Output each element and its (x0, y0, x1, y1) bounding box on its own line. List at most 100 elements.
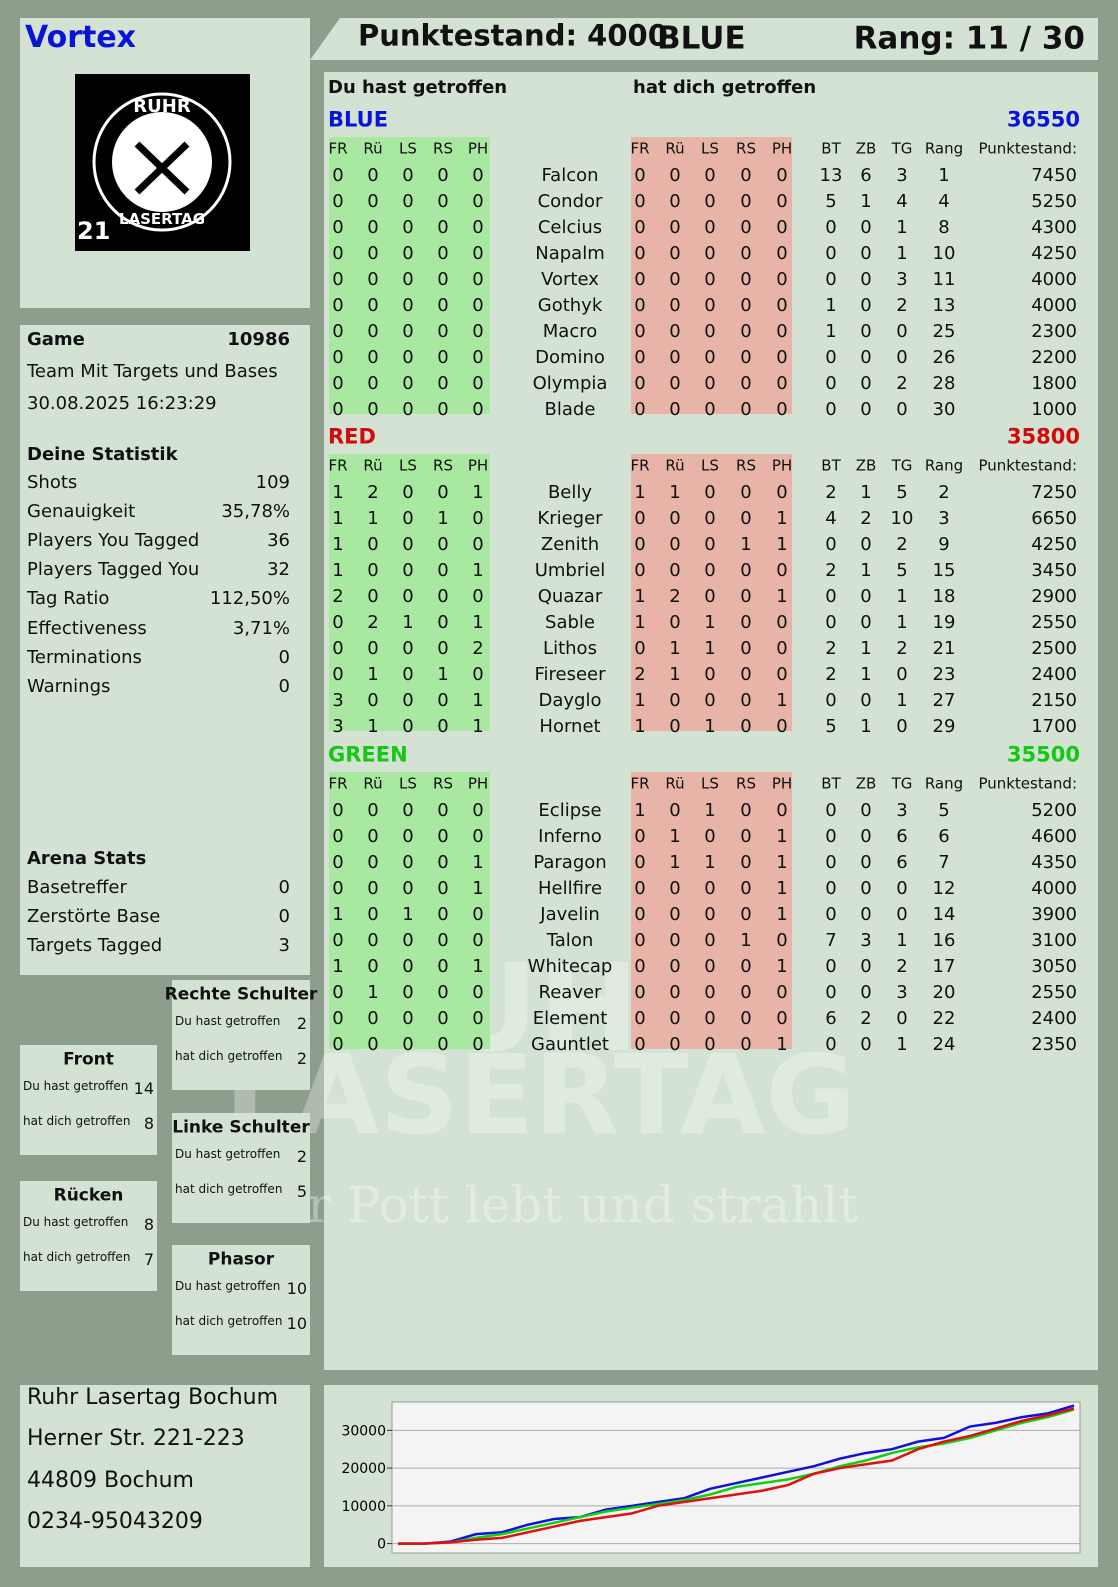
cell: 1 (437, 664, 449, 685)
cell: 2 (896, 956, 908, 977)
column-head: ZB (855, 456, 877, 475)
cell: 1 (332, 482, 344, 503)
cell: 0 (896, 399, 908, 420)
cell: 0 (402, 638, 414, 659)
cell: 0 (634, 534, 646, 555)
cell: 0 (740, 612, 752, 633)
cell: 0 (437, 217, 449, 238)
cell: 0 (740, 165, 752, 186)
cell: 1 (634, 716, 646, 737)
cell: 2 (367, 482, 379, 503)
cell: 20 (932, 982, 956, 1003)
cell: 0 (704, 690, 716, 711)
value: 0 (278, 646, 290, 668)
plot-area (391, 1401, 1081, 1554)
cell: 0 (634, 321, 646, 342)
cell: 0 (896, 904, 908, 925)
cell: 0 (437, 534, 449, 555)
cell: 0 (669, 165, 681, 186)
zone-box (20, 1045, 157, 1155)
cell: 1 (472, 716, 484, 737)
cell: 0 (367, 1008, 379, 1029)
cell: 0 (669, 560, 681, 581)
cell: 0 (776, 800, 788, 821)
cell: 0 (704, 217, 716, 238)
cell: 0 (332, 852, 344, 873)
cell: 0 (669, 612, 681, 633)
zone-box (20, 1181, 157, 1291)
cell: 10 (932, 243, 956, 264)
value: 112,50% (209, 588, 290, 610)
player: Blade (544, 399, 596, 420)
cell: 0 (437, 373, 449, 394)
cell: 0 (776, 982, 788, 1003)
cell: 0 (472, 373, 484, 394)
cell: 0 (402, 852, 414, 873)
cell: 1 (367, 664, 379, 685)
value: 32 (267, 559, 290, 581)
cell: 0 (740, 982, 752, 1003)
column-head: TG (891, 456, 913, 475)
cell: 0 (437, 295, 449, 316)
cell: 26 (932, 347, 956, 368)
cell: 2550 (1031, 612, 1077, 633)
team-total: 36550 (1006, 107, 1080, 132)
cell: 0 (437, 347, 449, 368)
cell: 0 (896, 347, 908, 368)
zone-title: Phasor (207, 1249, 275, 1270)
cell: 0 (332, 217, 344, 238)
cell: 0 (402, 664, 414, 685)
series-line (398, 1407, 1075, 1545)
cell: 1 (634, 612, 646, 633)
cell: 0 (437, 165, 449, 186)
team-name: BLUE (328, 107, 389, 132)
value: 10 (286, 1314, 307, 1333)
cell: 30 (932, 399, 956, 420)
cell: 0 (472, 321, 484, 342)
column-head: RS (433, 139, 453, 158)
cell: 5200 (1031, 800, 1077, 821)
cell: 0 (402, 295, 414, 316)
cell: 7 (825, 930, 837, 951)
cell: 1 (704, 638, 716, 659)
cell: 0 (332, 1034, 344, 1055)
cell: 0 (740, 217, 752, 238)
label: Du hast getroffen (23, 1079, 129, 1093)
value: 0 (278, 675, 290, 697)
rank: Rang: 11 / 30 (853, 20, 1085, 57)
cell: 0 (402, 956, 414, 977)
cell: 0 (669, 716, 681, 737)
player-name: Vortex (25, 20, 137, 55)
cell: 0 (704, 982, 716, 1003)
cell: 0 (704, 347, 716, 368)
cell: 0 (367, 534, 379, 555)
column-head: LS (399, 139, 417, 158)
cell: 1 (472, 560, 484, 581)
given-bg (329, 772, 490, 1049)
cell: 0 (825, 956, 837, 977)
cell: 0 (825, 878, 837, 899)
cell: 0 (332, 295, 344, 316)
cell: 6 (896, 826, 908, 847)
player: Olympia (532, 373, 608, 394)
cell: 7 (938, 852, 950, 873)
cell: 0 (402, 508, 414, 529)
cell: 2 (896, 638, 908, 659)
player: Macro (542, 321, 598, 342)
cell: 1 (332, 560, 344, 581)
value: 7 (143, 1250, 154, 1269)
cell: 2500 (1031, 638, 1077, 659)
cell: 1 (669, 826, 681, 847)
cell: 0 (402, 878, 414, 899)
column-head: LS (701, 774, 719, 793)
cell: 0 (704, 904, 716, 925)
cell: 1 (860, 191, 872, 212)
cell: 0 (740, 878, 752, 899)
cell: 4000 (1031, 295, 1077, 316)
player: Napalm (535, 243, 605, 264)
column-head: Rü (665, 774, 685, 793)
cell: 0 (896, 716, 908, 737)
cell: 0 (825, 586, 837, 607)
cell: 1 (776, 878, 788, 899)
